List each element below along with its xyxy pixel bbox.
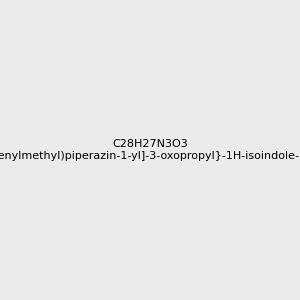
Text: C28H27N3O3
2-{3-[4-(diphenylmethyl)piperazin-1-yl]-3-oxopropyl}-1H-isoindole-1,3: C28H27N3O3 2-{3-[4-(diphenylmethyl)piper… — [0, 139, 300, 161]
